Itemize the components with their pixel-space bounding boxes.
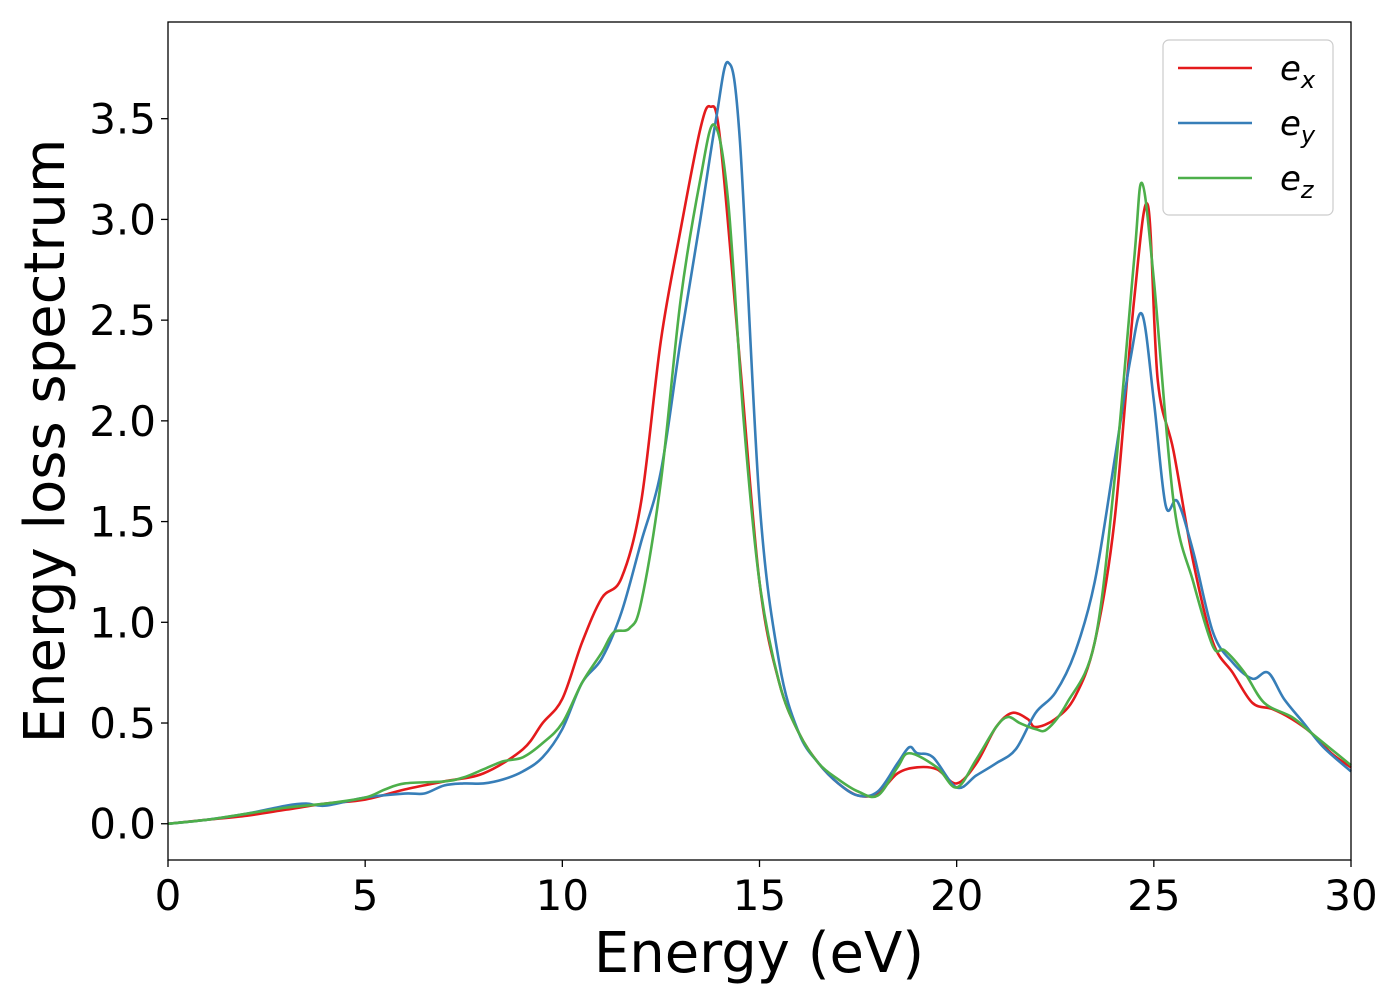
x-axis-ticks: 0 5 10 15 20 25 30 (155, 860, 1378, 920)
y-tick-label: 2.5 (89, 296, 156, 345)
y-tick-label: 0.0 (89, 800, 156, 849)
x-tick-label: 10 (536, 871, 589, 920)
y-tick-label: 1.5 (89, 498, 156, 547)
legend-label-sub: y (1300, 121, 1316, 149)
y-tick-label: 2.0 (89, 397, 156, 446)
legend-label-e_x: ex (1280, 49, 1316, 94)
x-tick-label: 15 (733, 871, 786, 920)
y-tick-label: 3.0 (89, 195, 156, 244)
x-tick-label: 20 (930, 871, 983, 920)
y-tick-label: 1.0 (89, 598, 156, 647)
y-tick-label: 0.5 (89, 699, 156, 748)
legend-label-e_z: ez (1280, 159, 1315, 204)
legend-label-main: e (1280, 49, 1301, 89)
legend-label-sub: z (1300, 176, 1315, 204)
legend-label-main: e (1280, 104, 1301, 144)
series-layer (167, 60, 1352, 826)
legend-label-sub: x (1300, 66, 1316, 94)
legend-box (1162, 39, 1334, 216)
x-axis-title: Energy (eV) (594, 921, 924, 986)
y-axis-title: Energy loss spectrum (13, 139, 78, 744)
x-tick-label: 30 (1324, 871, 1377, 920)
x-tick-label: 25 (1127, 871, 1180, 920)
series-line-e_z (167, 123, 1352, 826)
y-axis-ticks: 0.0 0.5 1.0 1.5 2.0 2.5 3.0 3.5 (89, 95, 168, 849)
legend-label-e_y: ey (1280, 104, 1316, 149)
legend-label-main: e (1280, 159, 1301, 199)
y-tick-label: 3.5 (89, 95, 156, 144)
x-tick-label: 5 (352, 871, 379, 920)
x-tick-label: 0 (155, 871, 182, 920)
